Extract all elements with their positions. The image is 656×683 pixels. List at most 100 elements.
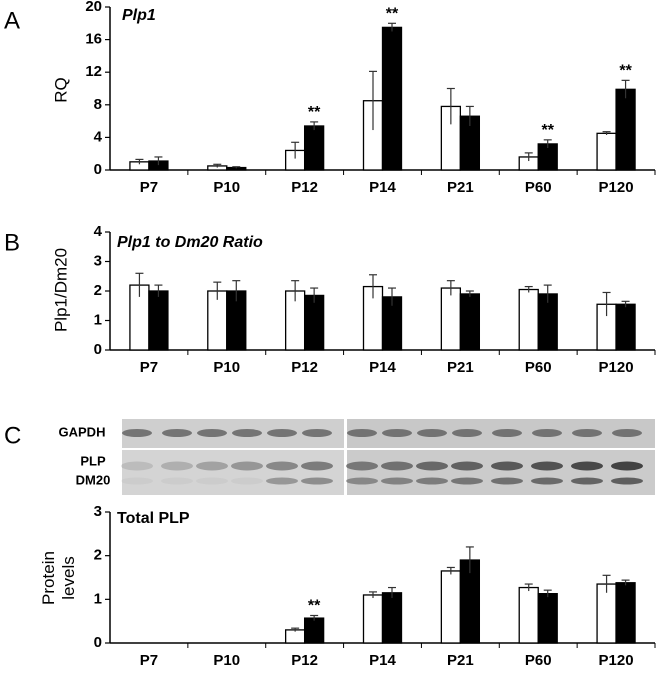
blot-band xyxy=(381,477,413,485)
blot-band xyxy=(452,429,482,437)
blot-strip xyxy=(122,450,344,495)
blot-band xyxy=(532,429,562,437)
x-tick-label: P10 xyxy=(213,359,240,376)
y-tick-label: 3 xyxy=(94,252,102,269)
blot-band xyxy=(121,477,153,485)
blot-label: DM20 xyxy=(76,472,111,487)
x-tick-label: P10 xyxy=(213,179,240,196)
y-axis-label: Proteinlevels xyxy=(39,551,78,605)
blot-band xyxy=(612,429,642,437)
y-tick-label: 16 xyxy=(85,31,102,48)
blot-band xyxy=(302,429,332,437)
blot-band xyxy=(266,477,298,485)
bar xyxy=(440,570,462,644)
blot-band xyxy=(531,477,563,485)
blot-band xyxy=(231,461,263,471)
x-tick-label: P60 xyxy=(525,179,552,196)
y-tick-label: 20 xyxy=(85,0,102,15)
y-tick-label: 0 xyxy=(94,341,102,358)
blot-label: PLP xyxy=(80,453,106,468)
blot-band xyxy=(611,461,643,471)
y-tick-label: 3 xyxy=(94,503,102,520)
y-tick-label: 0 xyxy=(94,161,102,178)
y-tick-label: 8 xyxy=(94,96,102,113)
chart-title: Plp1 to Dm20 Ratio xyxy=(117,234,263,251)
y-tick-label: 1 xyxy=(94,311,102,328)
blot-band xyxy=(492,429,522,437)
bar xyxy=(518,288,539,351)
x-tick-label: P21 xyxy=(447,179,474,196)
y-tick-label: 4 xyxy=(94,128,103,145)
x-tick-label: P120 xyxy=(599,652,634,669)
blot-band xyxy=(571,461,603,471)
x-tick-label: P60 xyxy=(525,359,552,376)
bar xyxy=(303,617,325,644)
bar xyxy=(284,629,306,644)
panel-label: B xyxy=(4,229,20,256)
bar xyxy=(615,88,636,171)
x-tick-label: P14 xyxy=(369,652,396,669)
blot-band xyxy=(572,429,602,437)
blot-band xyxy=(381,461,413,471)
blot-band xyxy=(196,461,228,471)
blot xyxy=(121,419,655,495)
blot-band xyxy=(346,477,378,485)
bar xyxy=(381,592,403,644)
blot-band xyxy=(491,477,523,485)
blot-band xyxy=(382,429,412,437)
significance-label: ** xyxy=(308,598,321,615)
blot-band xyxy=(416,477,448,485)
bar xyxy=(459,293,481,351)
x-tick-label: P60 xyxy=(525,652,552,669)
bar xyxy=(537,593,558,644)
bar xyxy=(381,26,403,171)
y-tick-label: 0 xyxy=(94,634,102,651)
significance-label: ** xyxy=(541,122,554,139)
y-tick-label: 12 xyxy=(85,63,102,80)
blot-band xyxy=(451,477,483,485)
panel-label: C xyxy=(4,422,21,449)
significance-label: ** xyxy=(308,104,321,121)
blot-band xyxy=(571,477,603,485)
y-tick-label: 1 xyxy=(94,590,102,607)
x-tick-label: P120 xyxy=(599,359,634,376)
blot-band xyxy=(611,477,643,485)
blot-band xyxy=(231,477,263,485)
blot-label: GAPDH xyxy=(59,424,106,439)
blot-band xyxy=(301,461,333,471)
bar xyxy=(518,586,539,644)
y-tick-label: 4 xyxy=(94,223,103,240)
blot-band xyxy=(491,461,523,471)
blot-band xyxy=(417,429,447,437)
blot-band xyxy=(451,461,483,471)
blot-band xyxy=(416,461,448,471)
y-axis-label-line: levels xyxy=(59,556,78,599)
y-axis-label: Plp1/Dm20 xyxy=(51,248,70,332)
blot-band xyxy=(161,461,193,471)
chart-title: Plp1 xyxy=(122,7,156,24)
bar xyxy=(440,287,462,351)
blot-band xyxy=(346,461,378,471)
x-tick-label: P12 xyxy=(291,359,318,376)
panel-label: A xyxy=(4,7,20,34)
blot-band xyxy=(232,429,262,437)
y-axis-label: RQ xyxy=(51,77,70,103)
blot-band xyxy=(121,461,153,471)
bar xyxy=(596,132,617,171)
blot-band xyxy=(347,429,377,437)
x-tick-label: P10 xyxy=(213,652,240,669)
x-tick-label: P7 xyxy=(140,359,158,376)
x-tick-label: P21 xyxy=(447,652,474,669)
blot-band xyxy=(301,477,333,485)
x-tick-label: P14 xyxy=(369,179,396,196)
x-tick-label: P12 xyxy=(291,652,318,669)
blot-band xyxy=(267,429,297,437)
blot-band xyxy=(531,461,563,471)
blot-band xyxy=(266,461,298,471)
bar xyxy=(303,125,325,171)
y-tick-label: 2 xyxy=(94,282,102,299)
bar xyxy=(615,582,636,644)
x-tick-label: P21 xyxy=(447,359,474,376)
significance-label: ** xyxy=(619,63,632,80)
